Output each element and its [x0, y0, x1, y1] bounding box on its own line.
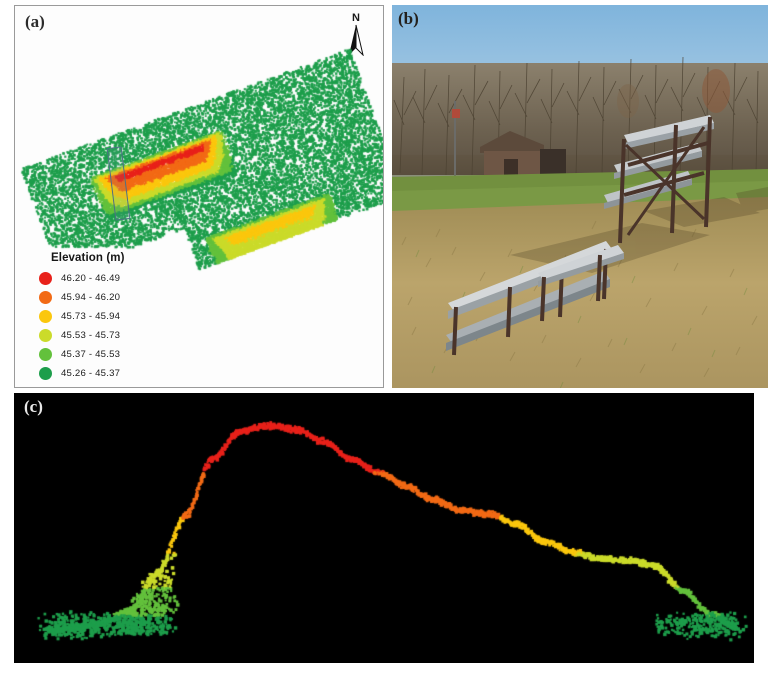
panel-b-label: (b) — [398, 9, 419, 28]
legend-row: 45.73 - 45.94 — [39, 307, 189, 326]
legend-row: 45.26 - 45.37 — [39, 364, 189, 383]
legend-swatch — [39, 367, 52, 380]
point-cloud-canvas — [15, 6, 383, 387]
legend-swatch — [39, 291, 52, 304]
legend-swatch — [39, 272, 52, 285]
oak-canopy — [702, 69, 730, 113]
legend-row: 45.53 - 45.73 — [39, 326, 189, 345]
legend-label: 45.53 - 45.73 — [61, 330, 121, 341]
elevation-legend: Elevation (m) 46.20 - 46.49 45.94 - 46.20… — [39, 252, 189, 383]
cross-section-profile-canvas — [14, 393, 754, 663]
legend-row: 46.20 - 46.49 — [39, 269, 189, 288]
legend-swatch — [39, 329, 52, 342]
legend-label: 45.26 - 45.37 — [61, 368, 121, 379]
legend-title: Elevation (m) — [51, 252, 125, 264]
panel-c-cross-section-profile: (c) — [14, 393, 754, 663]
panel-b-field-photo: (b) — [392, 5, 768, 388]
legend-row: 45.37 - 45.53 — [39, 345, 189, 364]
point-cloud-map — [15, 6, 383, 387]
field-photo-illustration — [392, 5, 768, 388]
legend-label: 45.94 - 46.20 — [61, 292, 121, 303]
flagpole — [452, 101, 460, 189]
legend-swatch — [39, 310, 52, 323]
bleacher-middle — [538, 245, 624, 322]
legend-label: 46.20 - 46.49 — [61, 273, 121, 284]
legend-label: 45.73 - 45.94 — [61, 311, 121, 322]
legend-row: 45.94 - 46.20 — [39, 288, 189, 307]
legend-rows: 46.20 - 46.49 45.94 - 46.20 45.73 - 45.94 4… — [39, 269, 189, 383]
bleacher-tall — [604, 115, 714, 244]
legend-swatch — [39, 348, 52, 361]
panel-c-label: (c) — [24, 397, 43, 416]
legend-label: 45.37 - 45.53 — [61, 349, 121, 360]
